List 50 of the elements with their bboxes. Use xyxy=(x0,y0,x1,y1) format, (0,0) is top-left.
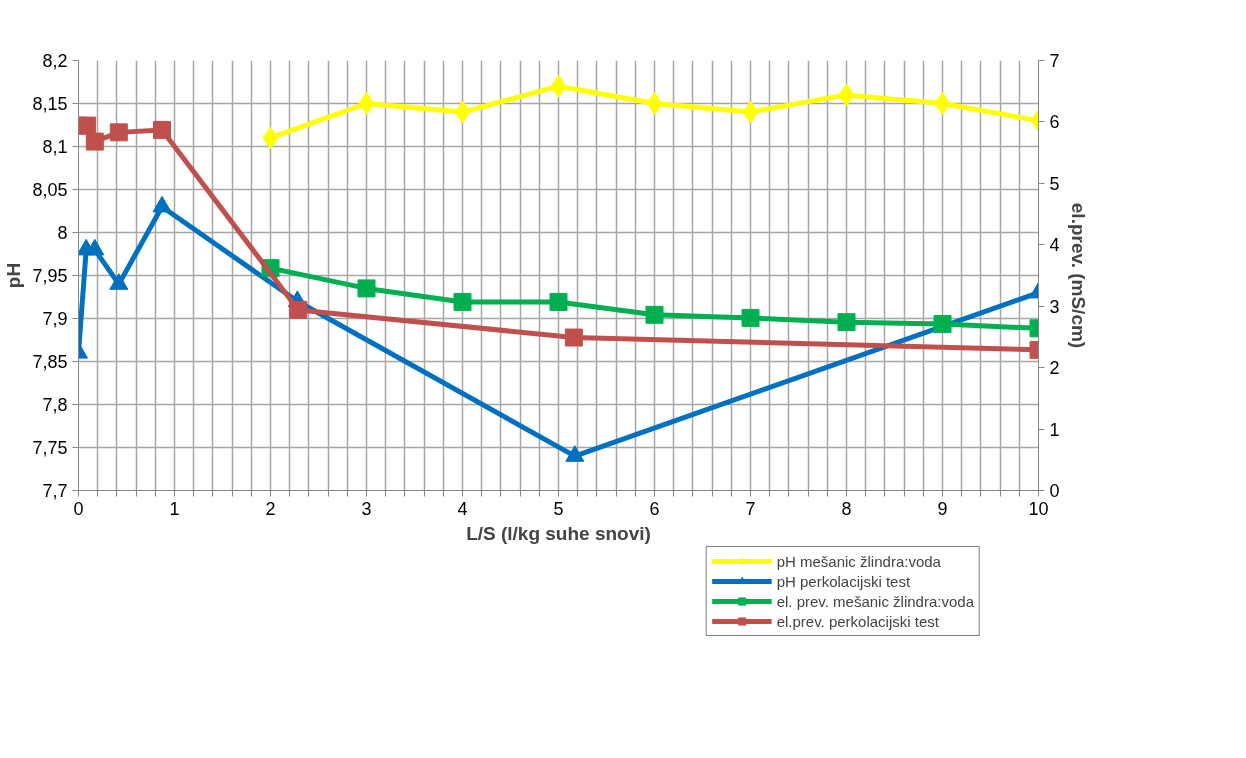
y-tick-label: 8,05 xyxy=(32,180,68,200)
x-tick-label: 1 xyxy=(169,498,180,519)
x-tick-label: 2 xyxy=(265,498,276,519)
y2-tick-label: 3 xyxy=(1049,296,1060,317)
y2-tick-label: 5 xyxy=(1049,173,1060,194)
y2-tick-label: 1 xyxy=(1049,419,1060,440)
point xyxy=(645,305,664,324)
y2-axis-title: el.prev. (mS/cm) xyxy=(1067,202,1089,349)
point xyxy=(153,120,172,139)
y2-tick-label: 6 xyxy=(1049,112,1060,133)
point xyxy=(741,308,760,327)
x-tick-label: 9 xyxy=(937,498,948,519)
y2-tick-label: 0 xyxy=(1049,481,1060,501)
y-tick-label: 7,85 xyxy=(32,352,68,372)
y-tick-label: 7,7 xyxy=(42,481,68,501)
point xyxy=(549,292,568,311)
point xyxy=(78,116,97,135)
x-tick-label: 0 xyxy=(73,498,84,519)
y2-tick-label: 7 xyxy=(1049,51,1060,71)
y-tick-label: 7,95 xyxy=(32,266,68,286)
y-tick-label: 8,15 xyxy=(32,94,68,114)
x-tick-label: 7 xyxy=(745,498,756,519)
legend-label: pH perkolacijski test xyxy=(776,572,911,590)
point xyxy=(109,123,128,142)
x-tick-label: 5 xyxy=(553,498,564,519)
y2-tick-label: 2 xyxy=(1049,358,1060,379)
point xyxy=(357,279,376,298)
point xyxy=(564,328,583,347)
point xyxy=(453,292,472,311)
point xyxy=(289,300,308,319)
y-tick-label: 7,9 xyxy=(42,309,68,329)
x-axis-title: L/S (l/kg suhe snovi) xyxy=(466,522,651,544)
point xyxy=(837,313,856,332)
y-tick-label: 7,75 xyxy=(32,438,68,458)
x-tick-label: 4 xyxy=(457,498,468,519)
x-tick-label: 6 xyxy=(649,498,660,519)
legend-label: el. prev. mešanic žlindra:voda xyxy=(776,592,974,610)
x-tick-label: 8 xyxy=(841,498,852,519)
y-tick-label: 8 xyxy=(57,223,68,243)
x-tick-label: 10 xyxy=(1028,498,1049,519)
point xyxy=(933,315,952,334)
y-tick-label: 8,2 xyxy=(42,51,68,71)
y2-tick-label: 4 xyxy=(1049,235,1060,256)
legend-label: el.prev. perkolacijski test xyxy=(776,612,939,630)
y-tick-label: 8,1 xyxy=(42,137,68,157)
y-axis-title: pH xyxy=(3,262,25,289)
legend-label: pH mešanic žlindra:voda xyxy=(776,552,941,570)
x-tick-label: 3 xyxy=(361,498,372,519)
point xyxy=(85,132,104,151)
y-tick-label: 7,8 xyxy=(42,395,68,415)
